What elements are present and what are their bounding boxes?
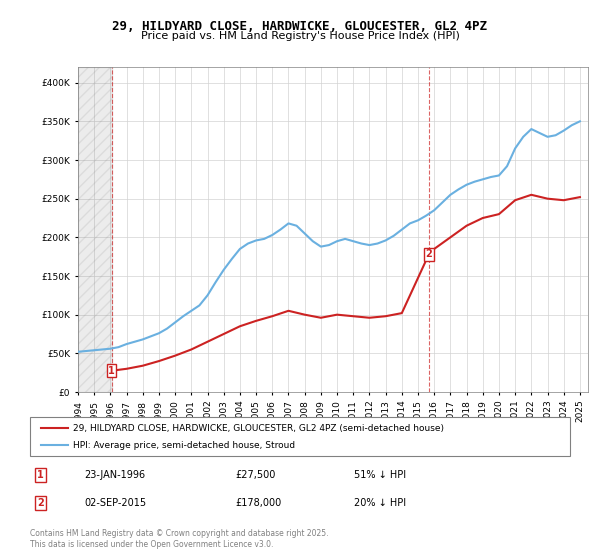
Text: 23-JAN-1996: 23-JAN-1996 — [84, 470, 145, 480]
Text: 20% ↓ HPI: 20% ↓ HPI — [354, 498, 406, 508]
Text: £178,000: £178,000 — [235, 498, 281, 508]
Text: 2: 2 — [37, 498, 44, 508]
Text: 29, HILDYARD CLOSE, HARDWICKE, GLOUCESTER, GL2 4PZ: 29, HILDYARD CLOSE, HARDWICKE, GLOUCESTE… — [113, 20, 487, 32]
Text: 1: 1 — [37, 470, 44, 480]
Bar — [78, 67, 112, 392]
Text: 1: 1 — [108, 366, 115, 376]
Text: HPI: Average price, semi-detached house, Stroud: HPI: Average price, semi-detached house,… — [73, 441, 295, 450]
Text: £27,500: £27,500 — [235, 470, 275, 480]
Text: 02-SEP-2015: 02-SEP-2015 — [84, 498, 146, 508]
Text: 51% ↓ HPI: 51% ↓ HPI — [354, 470, 406, 480]
Text: Contains HM Land Registry data © Crown copyright and database right 2025.
This d: Contains HM Land Registry data © Crown c… — [30, 529, 329, 549]
Text: 29, HILDYARD CLOSE, HARDWICKE, GLOUCESTER, GL2 4PZ (semi-detached house): 29, HILDYARD CLOSE, HARDWICKE, GLOUCESTE… — [73, 424, 444, 433]
Text: 2: 2 — [425, 249, 432, 259]
FancyBboxPatch shape — [30, 417, 570, 456]
Text: Price paid vs. HM Land Registry's House Price Index (HPI): Price paid vs. HM Land Registry's House … — [140, 31, 460, 41]
